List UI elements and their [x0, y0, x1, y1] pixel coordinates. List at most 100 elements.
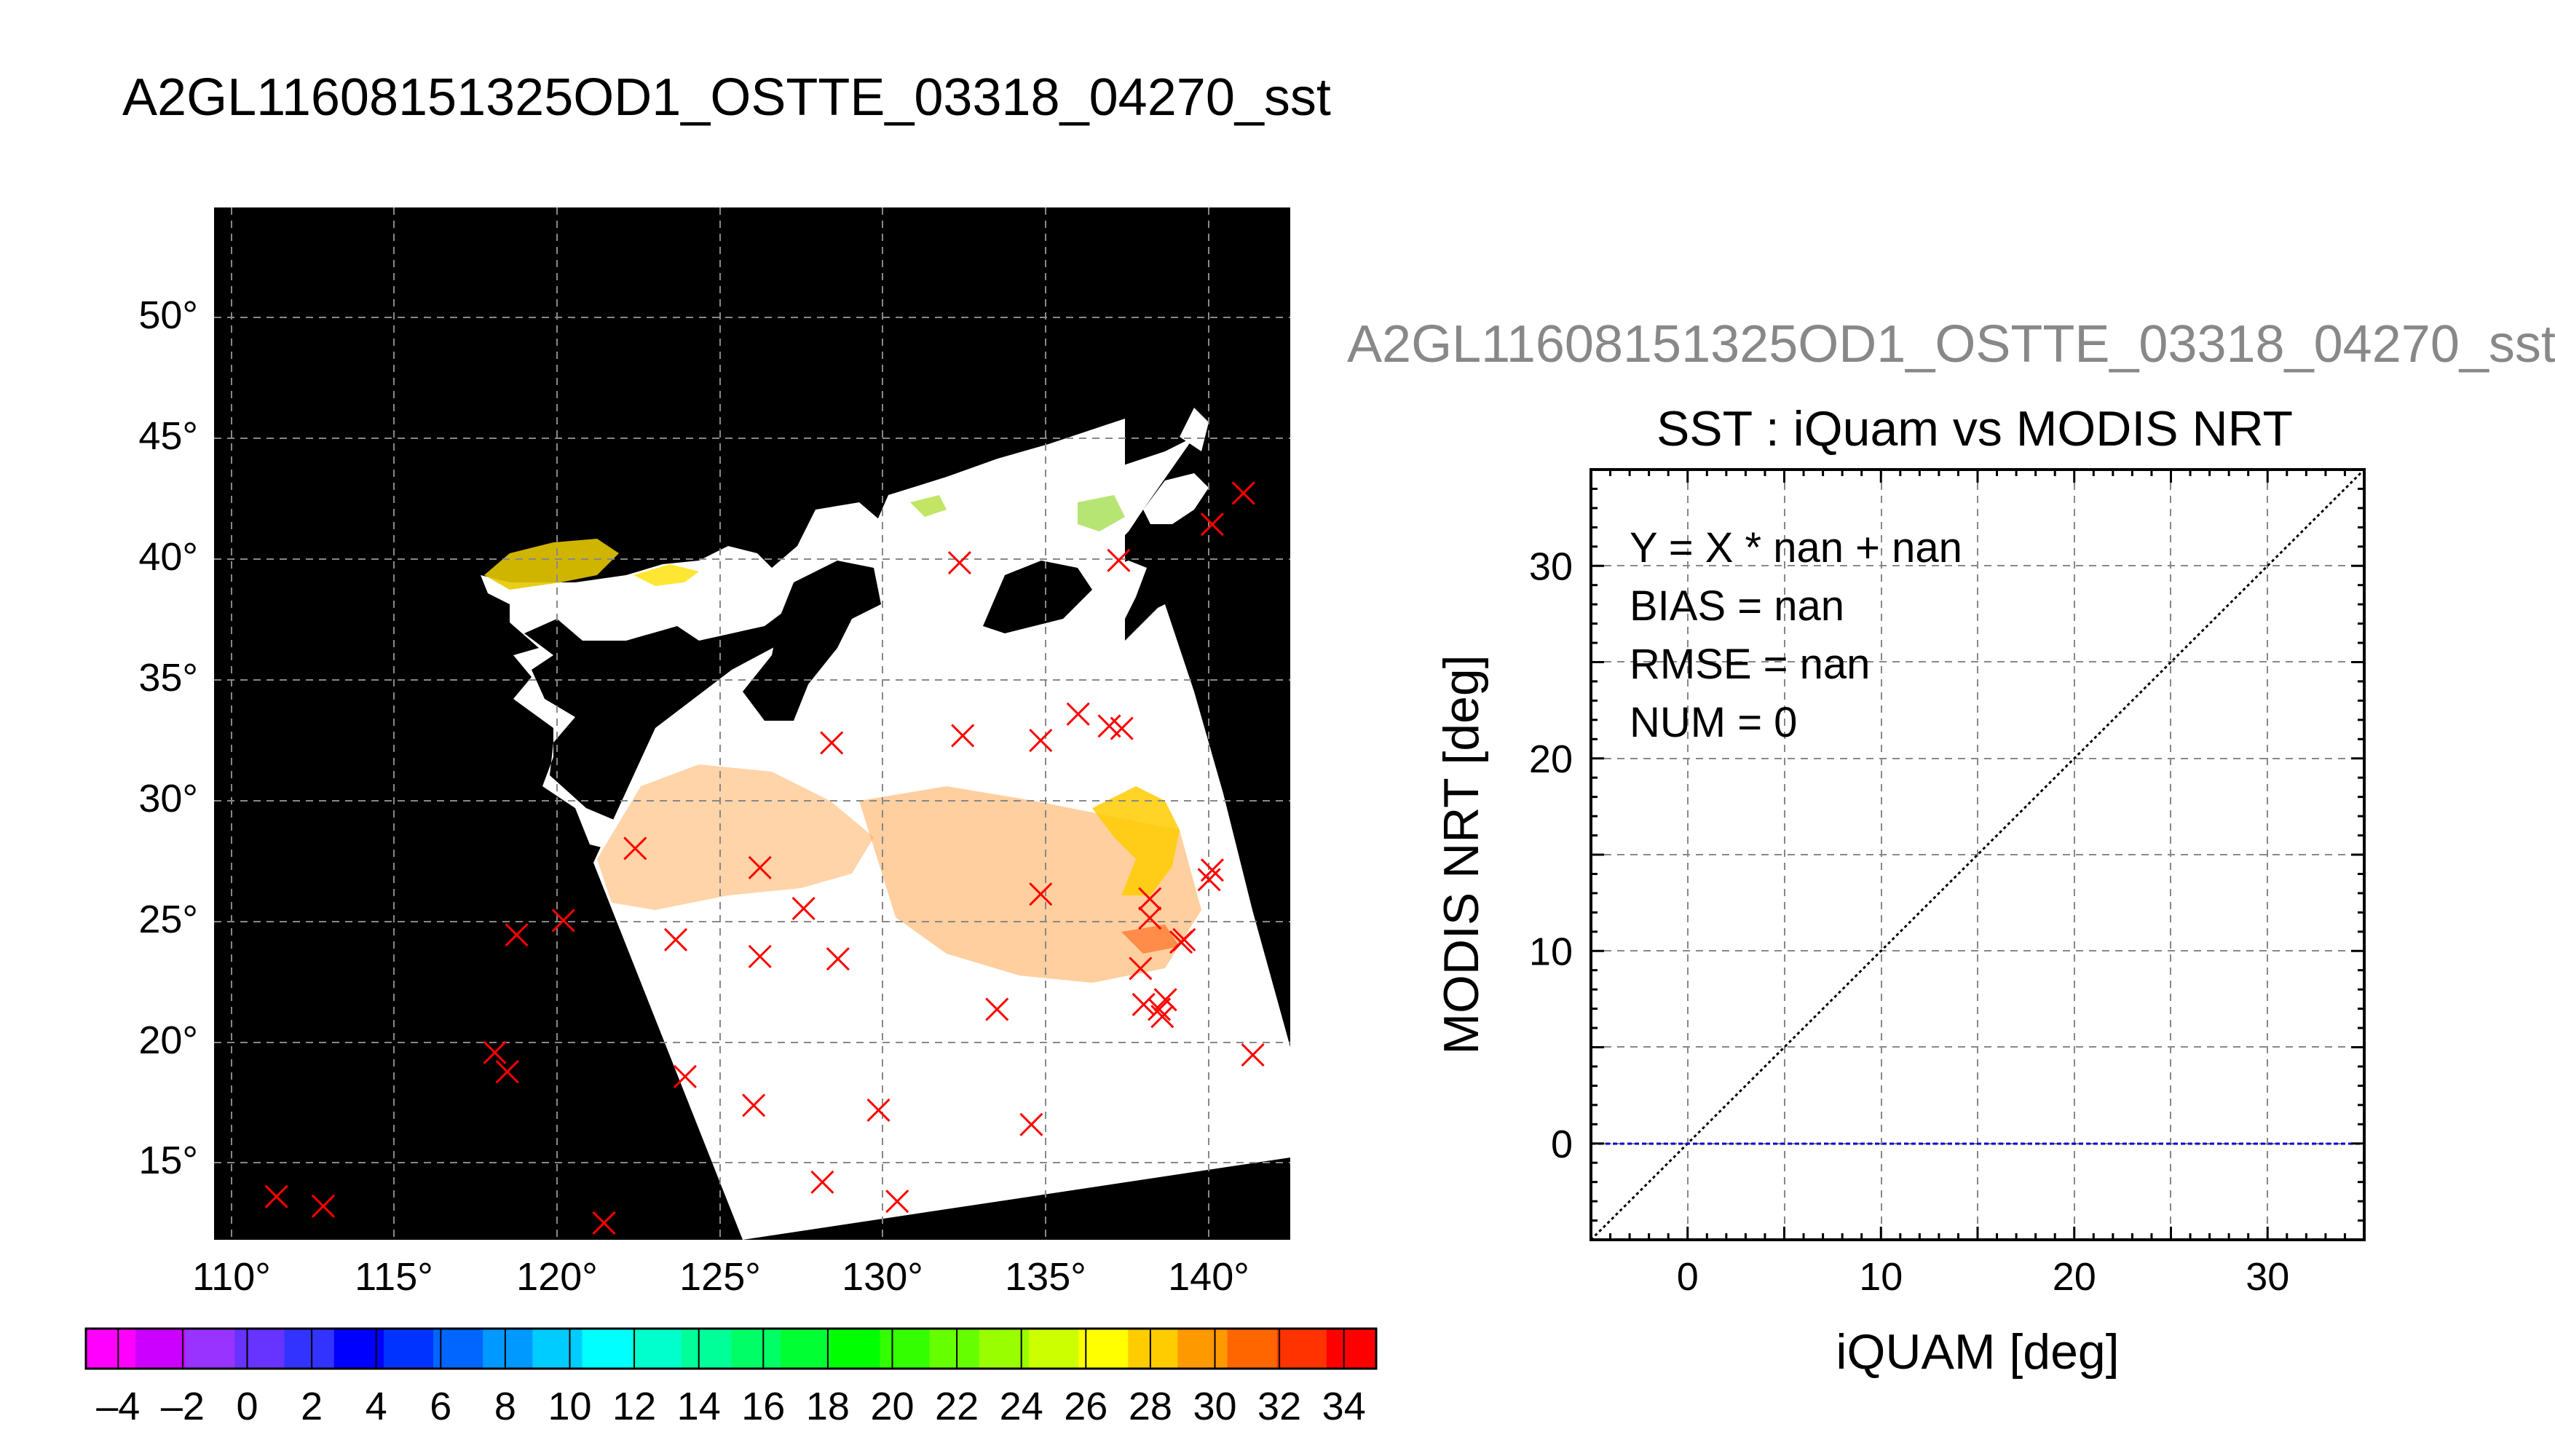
- colorbar-tick-label: 24: [1000, 1385, 1043, 1428]
- map-xtick: 115°: [355, 1255, 433, 1299]
- scatter-ytick: 10: [1529, 930, 1573, 973]
- japan-hokkaido: [1143, 473, 1209, 524]
- map-ytick: 15°: [138, 1139, 198, 1182]
- colorbar-cell: [631, 1329, 682, 1369]
- iquam-marker: [311, 1194, 336, 1218]
- iquam-marker: [885, 1190, 909, 1214]
- stats-bias: BIAS = nan: [1630, 582, 1844, 630]
- colorbar-cell: [1028, 1329, 1079, 1369]
- map-ytick: 25°: [138, 898, 198, 941]
- scatter-ytick: 0: [1551, 1123, 1573, 1166]
- iquam-marker: [748, 855, 772, 879]
- iquam-marker: [866, 1098, 891, 1122]
- iquam-marker: [623, 836, 647, 860]
- scatter-xlabel: iQUAM [deg]: [1836, 1324, 2119, 1380]
- iquam-marker: [820, 731, 844, 755]
- scatter-xtick: 0: [1677, 1255, 1699, 1299]
- colorbar-tick-label: 32: [1257, 1385, 1301, 1428]
- map-y-ticks: 15° 20° 25° 30° 35° 40° 45° 50°: [138, 293, 198, 1182]
- sst-green-north: [910, 495, 947, 517]
- colorbar-tick-label: 12: [612, 1385, 656, 1428]
- colorbar-tick-label: –4: [96, 1385, 140, 1428]
- iquam-marker: [1019, 1112, 1043, 1136]
- map-ytick: 35°: [138, 656, 198, 700]
- iquam-marker: [1231, 481, 1255, 505]
- iquam-marker: [663, 927, 688, 951]
- scatter-xtick: 20: [2053, 1255, 2096, 1299]
- iquam-marker: [1153, 988, 1177, 1012]
- colorbar-cell: [880, 1329, 931, 1369]
- scatter-header: A2GL11608151325OD1_OSTTE_03318_04270_sst: [1347, 315, 2555, 373]
- iquam-marker: [1241, 1043, 1265, 1067]
- stats-box: Y = X * nan + nan BIAS = nan RMSE = nan …: [1630, 524, 1962, 746]
- iquam-marker: [592, 1211, 616, 1235]
- iquam-marker: [1029, 882, 1053, 906]
- colorbar-cell: [433, 1329, 483, 1369]
- colorbar-tick-label: 28: [1129, 1385, 1172, 1428]
- iquam-marker: [742, 1093, 766, 1117]
- sst-red-spots: [1121, 925, 1180, 954]
- colorbar-cell: [1276, 1329, 1327, 1369]
- colorbar-tick-label: –2: [161, 1385, 205, 1428]
- colorbar-cell: [86, 1329, 136, 1369]
- iquam-markers: [264, 481, 1265, 1235]
- colorbar-cell: [383, 1329, 434, 1369]
- iquam-marker: [791, 896, 816, 920]
- colorbar-tick-label: 20: [870, 1385, 914, 1428]
- colorbar-tick-label: 16: [741, 1385, 785, 1428]
- map-x-ticks: 110° 115° 120° 125° 130° 135° 140°: [192, 1255, 1249, 1299]
- colorbar-cell: [532, 1329, 583, 1369]
- iquam-marker: [810, 1170, 834, 1194]
- colorbar-cell: [830, 1329, 880, 1369]
- colorbar-cell: [284, 1329, 335, 1369]
- no-data-region: [743, 561, 881, 721]
- iquam-marker: [1172, 927, 1196, 951]
- stats-rmse: RMSE = nan: [1630, 641, 1870, 688]
- iquam-marker: [1132, 992, 1156, 1016]
- map-xtick: 120°: [516, 1255, 598, 1299]
- scatter-title: SST : iQuam vs MODIS NRT: [1656, 401, 2293, 456]
- scatter-xtick: 30: [2246, 1255, 2289, 1299]
- colorbar-cell: [135, 1329, 186, 1369]
- colorbar-ticks: –4 –2 0 2 4 6 8 10 12 14 16 18 20 22 24 26 28 30 32 34: [96, 1329, 1366, 1428]
- colorbar-tick-label: 2: [301, 1385, 323, 1428]
- scatter-x-ticks: 0 10 20 30: [1677, 1255, 2290, 1299]
- figure-title: A2GL11608151325OD1_OSTTE_03318_04270_sst: [122, 68, 1331, 127]
- scatter-ytick: 30: [1529, 545, 1573, 588]
- iquam-marker: [1107, 548, 1131, 572]
- iquam-marker: [985, 997, 1009, 1021]
- iquam-marker: [951, 724, 975, 748]
- colorbar-cell: [582, 1329, 633, 1369]
- identity-line: [1590, 468, 2366, 1241]
- map-grid: [214, 207, 1290, 1240]
- colorbar: –4 –2 0 2 4 6 8 10 12 14 16 18 20 22 24 26 28 30 32 34: [84, 1327, 1378, 1428]
- map-xtick: 130°: [842, 1255, 923, 1299]
- no-data-sea-of-japan: [983, 561, 1092, 633]
- colorbar-cell: [234, 1329, 285, 1369]
- iquam-marker: [483, 1040, 507, 1064]
- scatter-y-ticks: 0 10 20 30: [1529, 545, 1573, 1166]
- colorbar-cell: [781, 1329, 831, 1369]
- map-ytick: 30°: [138, 777, 198, 820]
- iquam-marker: [748, 944, 772, 968]
- sst-map: 15° 20° 25° 30° 35° 40° 45° 50° 110° 115…: [138, 207, 1290, 1299]
- colorbar-cell: [1128, 1329, 1178, 1369]
- iquam-marker: [551, 909, 575, 933]
- colorbar-tick-label: 6: [430, 1385, 451, 1428]
- scatter-xtick: 10: [1859, 1255, 1903, 1299]
- colorbar-tick-label: 14: [677, 1385, 721, 1428]
- iquam-marker: [1197, 868, 1221, 892]
- map-xtick: 135°: [1005, 1255, 1086, 1299]
- stats-num: NUM = 0: [1630, 699, 1797, 746]
- colorbar-tick-label: 18: [806, 1385, 850, 1428]
- map-xtick: 110°: [192, 1255, 271, 1299]
- colorbar-cells: [86, 1329, 1377, 1369]
- iquam-marker: [1138, 887, 1162, 911]
- colorbar-cell: [929, 1329, 980, 1369]
- colorbar-tick-label: 22: [935, 1385, 979, 1428]
- sst-kuroshio: [1092, 786, 1180, 895]
- scatter-ylabel: MODIS NRT [deg]: [1434, 654, 1489, 1054]
- iquam-marker: [673, 1064, 697, 1088]
- colorbar-cell: [1078, 1329, 1129, 1369]
- iquam-marker: [1200, 513, 1224, 537]
